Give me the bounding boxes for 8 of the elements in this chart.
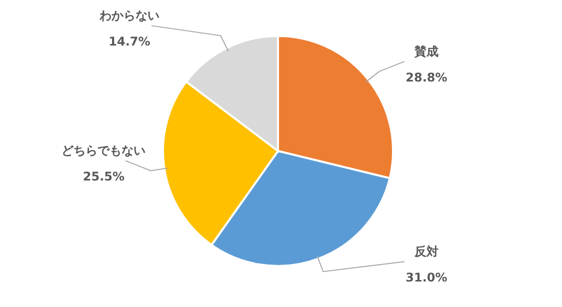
data-label: 14.7% (108, 34, 150, 49)
data-label: 31.0% (406, 270, 448, 285)
slice-label: どちらでもない (62, 144, 146, 158)
slice-label: 賛成 (414, 44, 438, 58)
data-label: 28.8% (406, 70, 448, 84)
slice-label: 反対 (414, 244, 438, 259)
data-label: 25.5% (82, 170, 125, 184)
slice-label: わからない (98, 8, 160, 23)
